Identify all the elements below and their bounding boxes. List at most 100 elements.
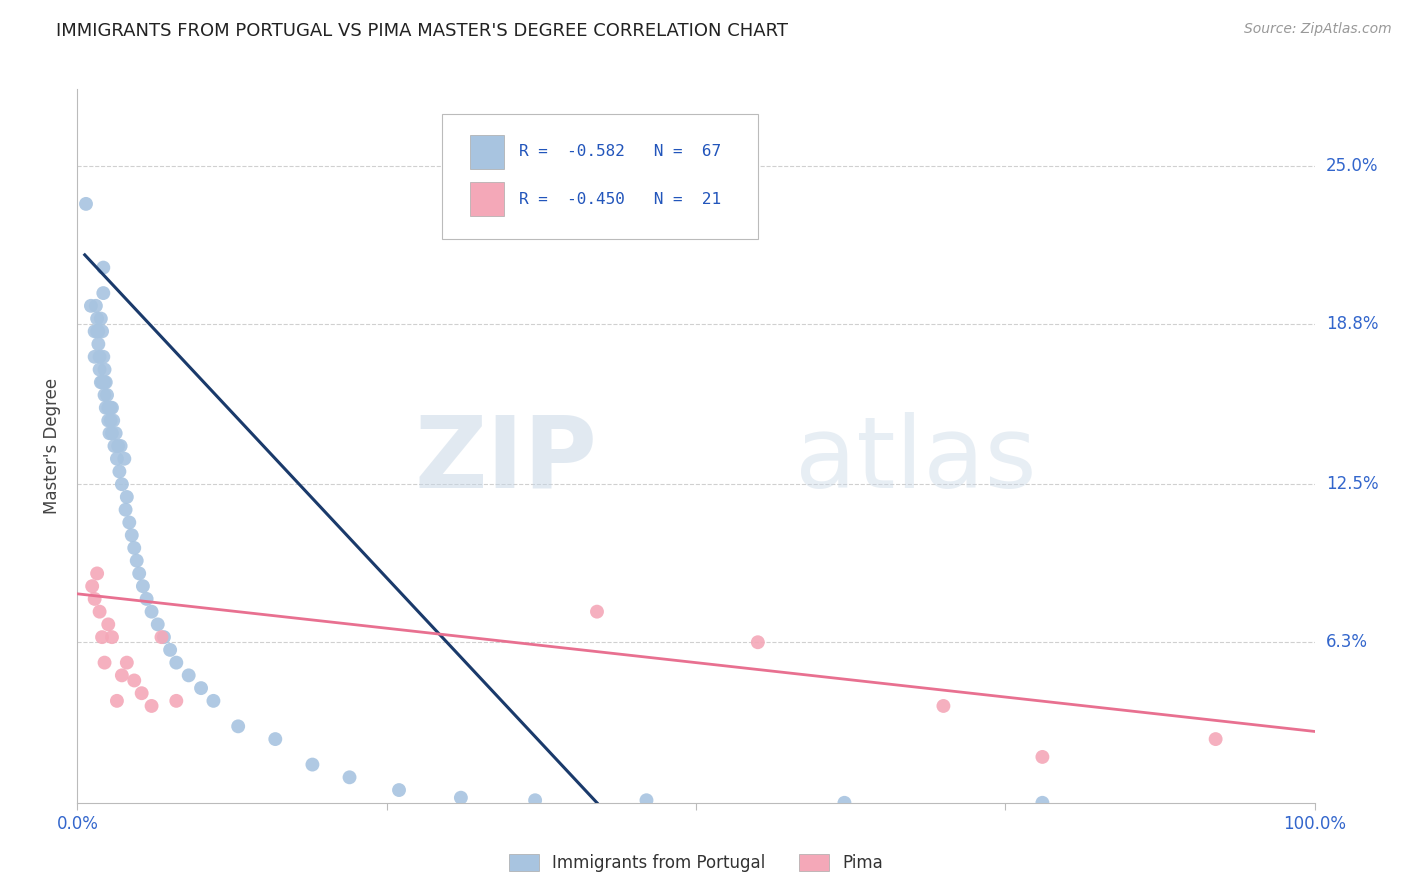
- Point: [108, 465, 131, 479]
- Point: [89, 350, 111, 364]
- Point: [264, 732, 287, 747]
- Point: [202, 694, 225, 708]
- Point: [89, 605, 111, 619]
- Point: [110, 439, 132, 453]
- Point: [96, 388, 118, 402]
- Point: [159, 643, 181, 657]
- Point: [94, 376, 117, 390]
- Point: [75, 197, 97, 211]
- Point: [91, 376, 114, 390]
- Text: 12.5%: 12.5%: [1326, 475, 1378, 493]
- Point: [83, 591, 105, 606]
- Point: [98, 426, 121, 441]
- Y-axis label: Master's Degree: Master's Degree: [44, 378, 62, 514]
- Point: [1031, 796, 1053, 810]
- Point: [111, 668, 134, 682]
- Text: IMMIGRANTS FROM PORTUGAL VS PIMA MASTER'S DEGREE CORRELATION CHART: IMMIGRANTS FROM PORTUGAL VS PIMA MASTER'…: [56, 22, 789, 40]
- Point: [932, 698, 955, 713]
- Point: [93, 656, 115, 670]
- Point: [87, 337, 110, 351]
- Point: [101, 630, 124, 644]
- Point: [388, 783, 411, 797]
- Point: [105, 451, 128, 466]
- Point: [103, 413, 125, 427]
- Point: [114, 502, 136, 516]
- Point: [90, 376, 112, 390]
- Text: 18.8%: 18.8%: [1326, 315, 1378, 333]
- Point: [135, 591, 157, 606]
- Point: [226, 719, 249, 733]
- Point: [104, 426, 127, 441]
- Text: 6.3%: 6.3%: [1326, 633, 1368, 651]
- Text: Source: ZipAtlas.com: Source: ZipAtlas.com: [1244, 22, 1392, 37]
- FancyBboxPatch shape: [443, 114, 758, 239]
- Point: [86, 324, 108, 338]
- Point: [150, 630, 173, 644]
- Text: ZIP: ZIP: [415, 412, 598, 508]
- Point: [107, 439, 129, 453]
- Point: [105, 694, 128, 708]
- Point: [90, 311, 112, 326]
- Point: [97, 617, 120, 632]
- Point: [94, 401, 117, 415]
- Point: [524, 793, 547, 807]
- Point: [97, 413, 120, 427]
- Point: [132, 579, 155, 593]
- Point: [84, 299, 107, 313]
- Point: [91, 260, 114, 275]
- Point: [87, 324, 110, 338]
- Point: [111, 477, 134, 491]
- Point: [146, 617, 169, 632]
- Text: 25.0%: 25.0%: [1326, 157, 1378, 175]
- Point: [153, 630, 176, 644]
- Point: [301, 757, 323, 772]
- Point: [101, 426, 124, 441]
- Point: [118, 516, 141, 530]
- Point: [131, 686, 153, 700]
- Point: [121, 528, 143, 542]
- Point: [115, 656, 138, 670]
- Bar: [470, 135, 505, 169]
- Point: [747, 635, 769, 649]
- Point: [190, 681, 212, 695]
- Point: [339, 770, 361, 784]
- Point: [112, 451, 135, 466]
- Point: [834, 796, 856, 810]
- Text: atlas: atlas: [794, 412, 1036, 508]
- Point: [93, 388, 115, 402]
- Point: [103, 439, 125, 453]
- Legend: Immigrants from Portugal, Pima: Immigrants from Portugal, Pima: [501, 846, 891, 880]
- Point: [89, 362, 111, 376]
- Point: [101, 401, 124, 415]
- Point: [1205, 732, 1227, 747]
- Point: [82, 579, 104, 593]
- Point: [91, 286, 114, 301]
- Point: [636, 793, 658, 807]
- Point: [93, 376, 115, 390]
- Point: [83, 324, 105, 338]
- Point: [586, 605, 609, 619]
- Point: [141, 698, 163, 713]
- Point: [122, 673, 145, 688]
- Point: [91, 350, 114, 364]
- Point: [141, 605, 163, 619]
- Point: [1031, 750, 1053, 764]
- Text: R =  -0.450   N =  21: R = -0.450 N = 21: [519, 192, 721, 207]
- Point: [97, 401, 120, 415]
- Point: [91, 324, 114, 338]
- Point: [177, 668, 200, 682]
- Point: [122, 541, 145, 555]
- Point: [128, 566, 150, 581]
- Point: [100, 413, 122, 427]
- Point: [86, 311, 108, 326]
- Point: [91, 630, 114, 644]
- Point: [115, 490, 138, 504]
- Point: [125, 554, 148, 568]
- Point: [165, 656, 187, 670]
- Point: [80, 299, 103, 313]
- Point: [100, 401, 122, 415]
- Point: [165, 694, 187, 708]
- Text: R =  -0.582   N =  67: R = -0.582 N = 67: [519, 145, 721, 160]
- Bar: [470, 182, 505, 216]
- Point: [83, 350, 105, 364]
